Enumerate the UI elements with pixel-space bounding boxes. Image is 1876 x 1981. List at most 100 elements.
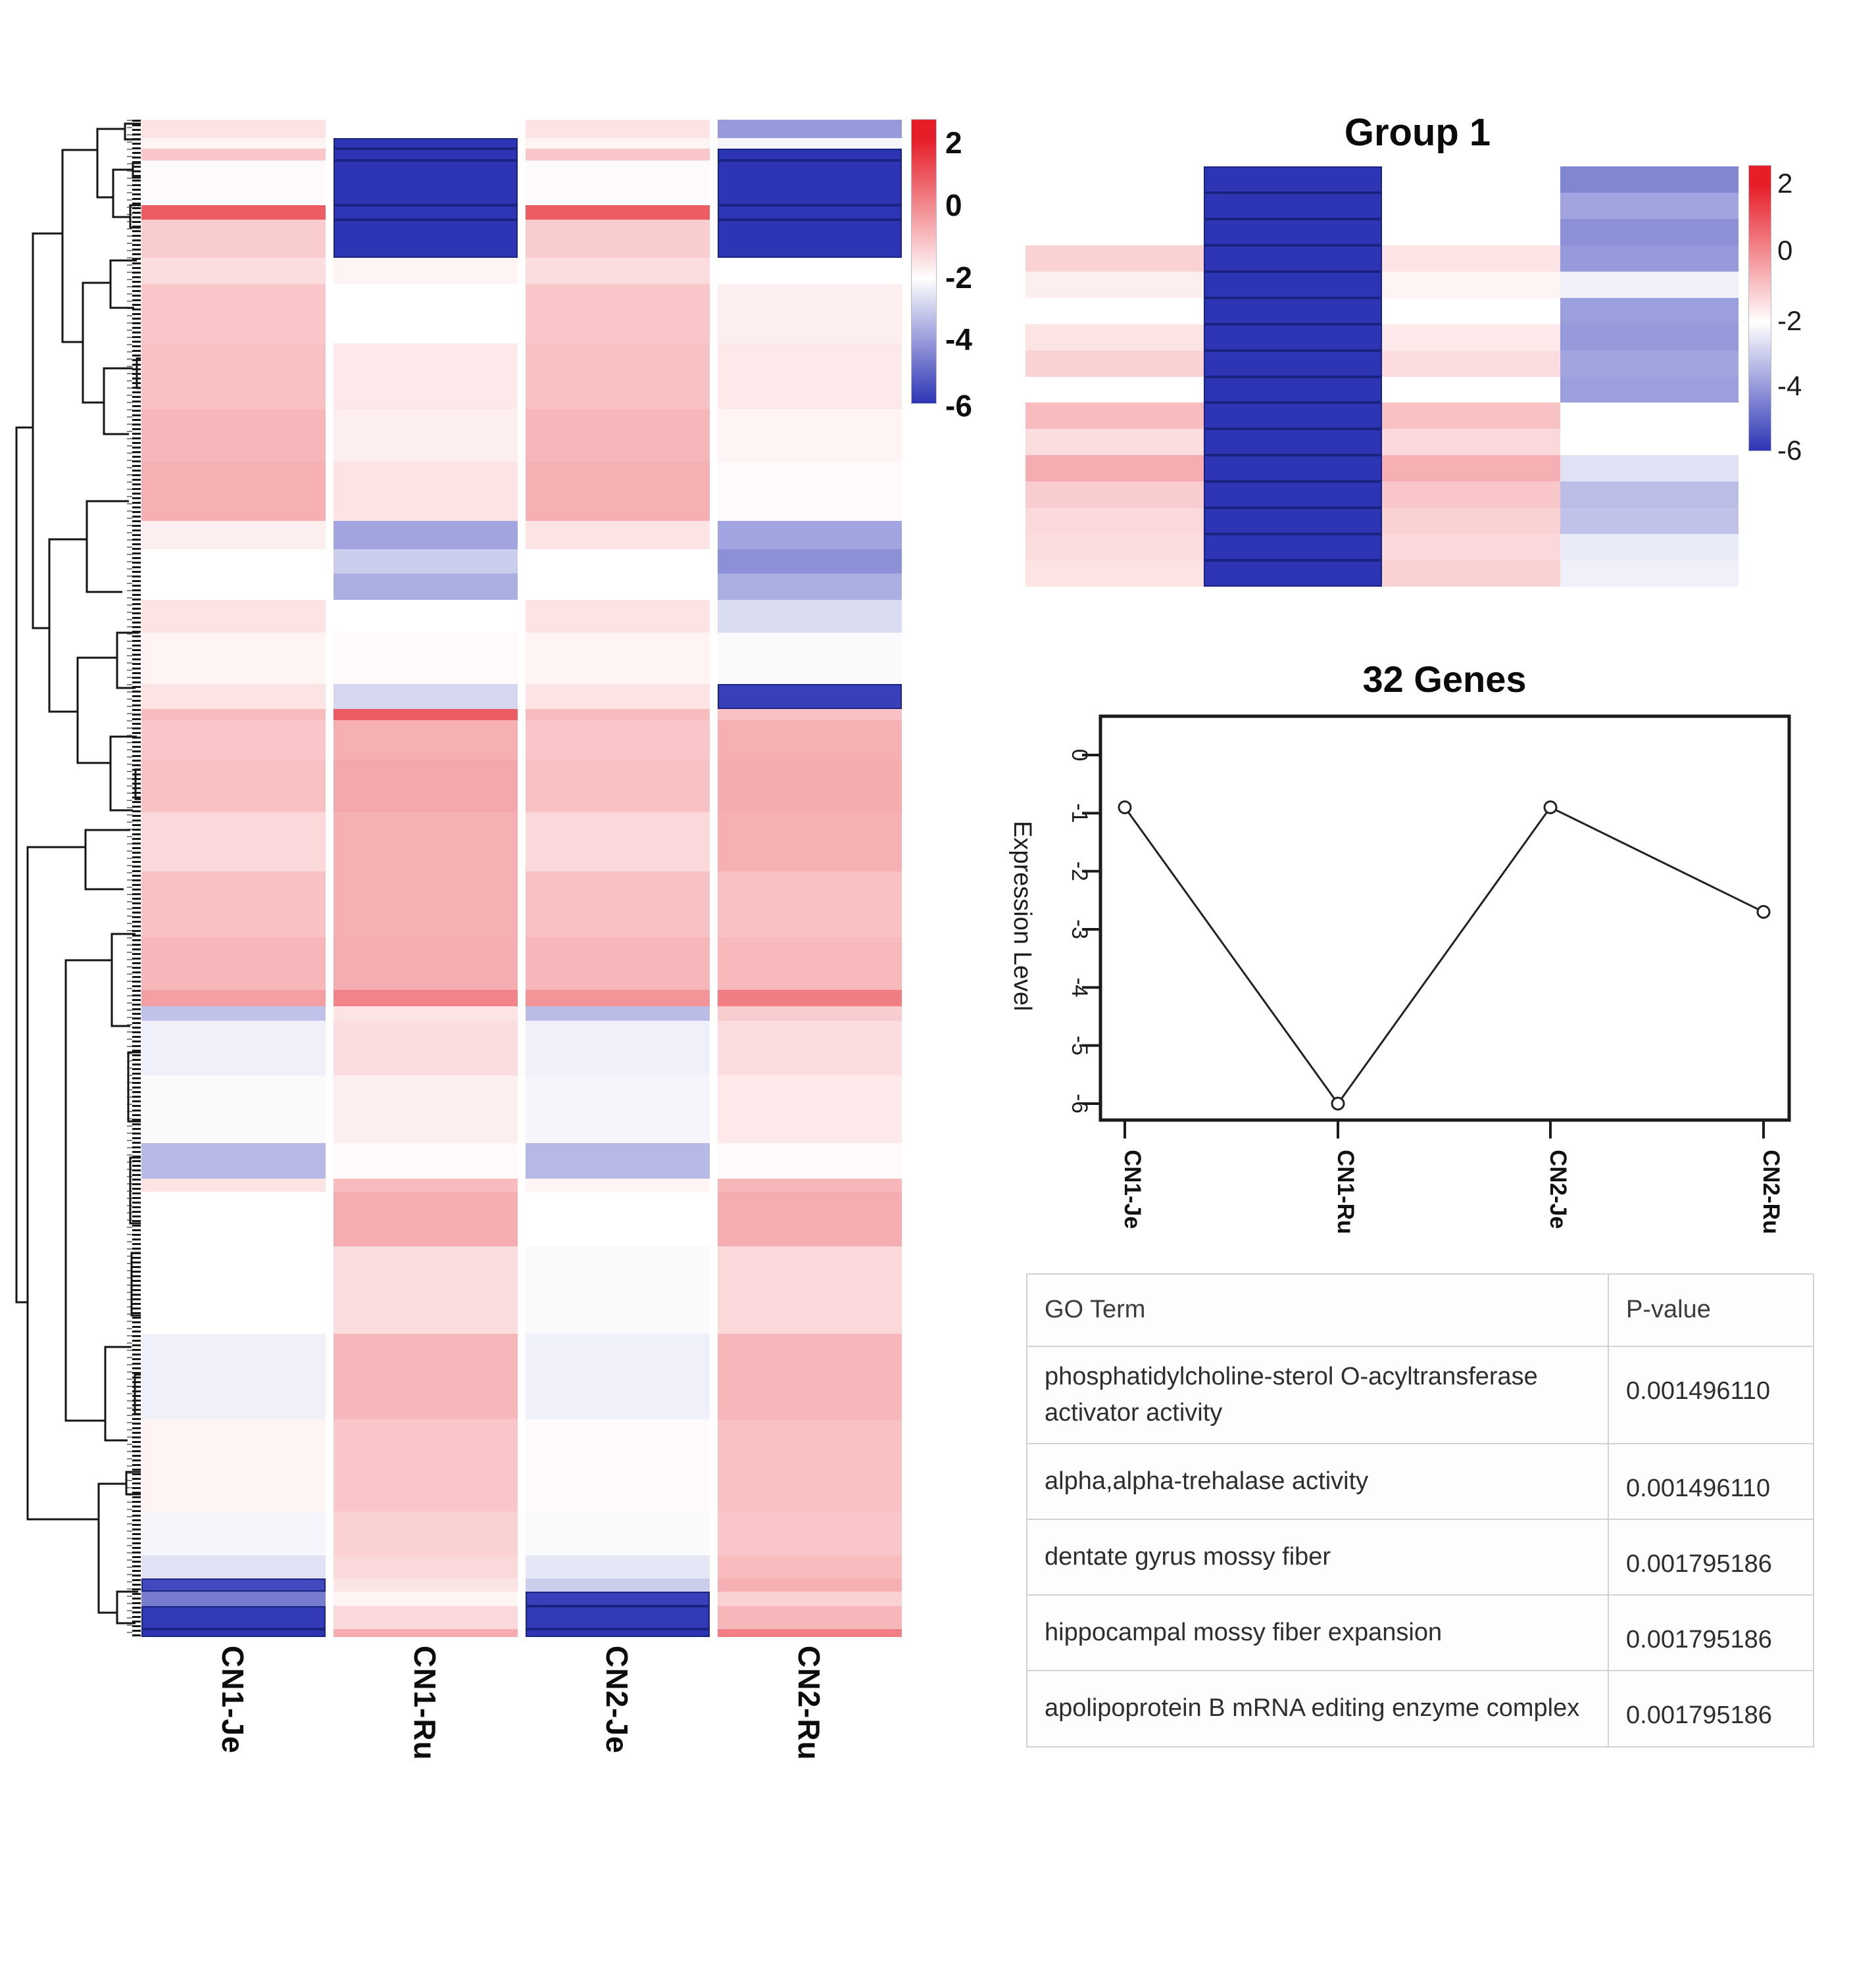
heatmap-cell bbox=[333, 343, 518, 409]
heatmap-cell bbox=[141, 521, 326, 549]
heatmap-cell bbox=[333, 633, 518, 684]
heatmap-cell bbox=[141, 1606, 326, 1629]
heatmap-cell bbox=[718, 1334, 902, 1419]
heatmap-cell bbox=[333, 1192, 518, 1246]
heatmap-cell bbox=[333, 1578, 518, 1592]
heatmap-cell bbox=[1204, 166, 1382, 193]
heatmap-cell bbox=[526, 258, 710, 284]
heatmap-cell bbox=[526, 521, 710, 549]
heatmap-cell bbox=[1560, 350, 1739, 377]
y-tick-label: 0 bbox=[1067, 749, 1092, 762]
heatmap-cell bbox=[1204, 376, 1382, 403]
heatmap-cell bbox=[333, 521, 518, 549]
data-point bbox=[1118, 800, 1132, 814]
group1-heatmap-column-2 bbox=[1204, 166, 1382, 587]
go-term-cell: apolipoprotein B mRNA editing enzyme com… bbox=[1026, 1670, 1609, 1748]
table-row: hippocampal mossy fiber expansion 0.00179… bbox=[1026, 1594, 1814, 1672]
dendrogram-branch bbox=[15, 426, 33, 1304]
dendrogram-leaf-ticks bbox=[132, 120, 141, 1637]
heatmap-cell bbox=[141, 760, 326, 812]
go-term-cell: dentate gyrus mossy fiber bbox=[1026, 1519, 1609, 1596]
heatmap-cell bbox=[1204, 324, 1382, 351]
heatmap-cell bbox=[333, 258, 518, 284]
heatmap-cell bbox=[526, 812, 710, 871]
dendrogram-branch bbox=[86, 500, 129, 593]
heatmap-cell bbox=[718, 1419, 902, 1511]
heatmap-cell bbox=[1025, 560, 1204, 587]
heatmap-cell bbox=[141, 138, 326, 149]
dendrogram-branch bbox=[61, 149, 97, 343]
heatmap-cell bbox=[333, 990, 518, 1006]
heatmap-cell bbox=[333, 574, 518, 600]
y-tick-label: -1 bbox=[1067, 803, 1092, 823]
y-tick-label: -5 bbox=[1067, 1036, 1092, 1056]
heatmap-cell bbox=[718, 258, 902, 284]
heatmap-cell bbox=[141, 1578, 326, 1592]
group1-colorbar bbox=[1748, 165, 1771, 451]
heatmap-cell bbox=[1560, 534, 1739, 561]
dendrogram-leaf-ticks-outer bbox=[127, 120, 132, 1637]
heatmap-cell bbox=[333, 1179, 518, 1192]
heatmap-cell bbox=[141, 1075, 326, 1143]
group1-colorbar-tick: -4 bbox=[1777, 370, 1802, 401]
heatmap-cell bbox=[333, 160, 518, 205]
heatmap-cell bbox=[1560, 376, 1739, 403]
heatmap-cell bbox=[333, 684, 518, 709]
heatmap-cell bbox=[718, 462, 902, 521]
heatmap-cell bbox=[526, 1606, 710, 1629]
heatmap-cell bbox=[333, 409, 518, 462]
group1-colorbar-tick: -6 bbox=[1777, 435, 1802, 466]
dendrogram-branch bbox=[26, 846, 99, 1521]
heatmap-cell bbox=[1560, 508, 1739, 535]
heatmap-cell bbox=[1025, 403, 1204, 429]
heatmap-cell bbox=[526, 409, 710, 462]
heatmap-cell bbox=[718, 574, 902, 600]
heatmap-cell bbox=[1204, 455, 1382, 482]
heatmap-cell bbox=[526, 1143, 710, 1179]
p-value-cell: 0.001496110 bbox=[1608, 1443, 1814, 1521]
table-header-row: GO Term P-value bbox=[1026, 1273, 1814, 1347]
heatmap-cell bbox=[718, 720, 902, 760]
heatmap-cell bbox=[1382, 297, 1560, 324]
y-tick-label: -4 bbox=[1067, 977, 1092, 997]
heatmap-cell bbox=[1382, 192, 1560, 219]
heatmap-cell bbox=[1204, 560, 1382, 587]
heatmap-cell bbox=[526, 871, 710, 937]
heatmap-cell bbox=[526, 1511, 710, 1555]
heatmap-cell bbox=[1382, 560, 1560, 587]
main-heatmap-column-CN1-Je bbox=[141, 120, 326, 1637]
heatmap-column-label-CN1-Je: CN1-Je bbox=[216, 1646, 250, 1754]
heatmap-cell bbox=[141, 1629, 326, 1637]
heatmap-cell bbox=[526, 1419, 710, 1511]
heatmap-cell bbox=[1382, 245, 1560, 272]
heatmap-cell bbox=[1025, 455, 1204, 482]
y-tick-label: -6 bbox=[1067, 1094, 1092, 1113]
heatmap-cell bbox=[718, 1511, 902, 1555]
heatmap-cell bbox=[718, 1246, 902, 1334]
y-tick-label: -3 bbox=[1067, 919, 1092, 939]
heatmap-cell bbox=[1560, 192, 1739, 219]
heatmap-cell bbox=[526, 343, 710, 409]
heatmap-cell bbox=[718, 600, 902, 633]
heatmap-cell bbox=[1025, 166, 1204, 193]
heatmap-cell bbox=[718, 1606, 902, 1629]
main-colorbar-tick: 2 bbox=[945, 126, 962, 160]
heatmap-cell bbox=[718, 1143, 902, 1179]
heatmap-cell bbox=[718, 1592, 902, 1606]
heatmap-cell bbox=[333, 220, 518, 258]
heatmap-cell bbox=[141, 343, 326, 409]
heatmap-cell bbox=[718, 1179, 902, 1192]
heatmap-cell bbox=[141, 1419, 326, 1511]
heatmap-cell bbox=[333, 1606, 518, 1629]
group1-heatmap-column-3 bbox=[1382, 166, 1560, 587]
heatmap-cell bbox=[141, 990, 326, 1006]
heatmap-cell bbox=[333, 600, 518, 633]
heatmap-cell bbox=[718, 409, 902, 462]
heatmap-cell bbox=[526, 205, 710, 220]
heatmap-cell bbox=[141, 549, 326, 574]
heatmap-cell bbox=[333, 149, 518, 160]
heatmap-cell bbox=[141, 871, 326, 937]
group1-colorbar-tick: 2 bbox=[1777, 168, 1793, 199]
heatmap-cell bbox=[526, 600, 710, 633]
